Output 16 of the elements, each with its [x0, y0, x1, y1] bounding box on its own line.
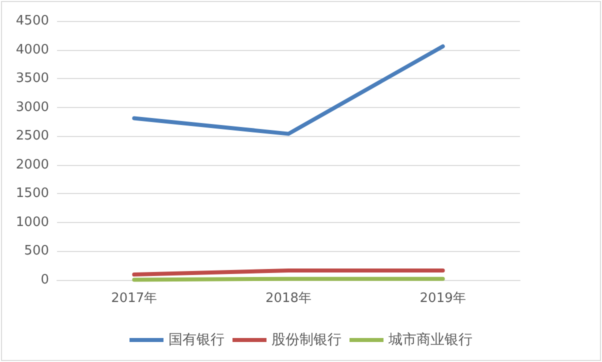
x-tick-label: 2018年 — [265, 291, 312, 306]
legend-label: 国有银行 — [168, 332, 224, 348]
y-tick-label: 2000 — [16, 157, 49, 172]
x-tick-label: 2017年 — [111, 291, 158, 306]
y-tick-label: 3500 — [16, 71, 49, 86]
y-tick-label: 3000 — [16, 100, 49, 115]
y-tick-label: 2500 — [16, 128, 49, 144]
y-tick-label: 0 — [40, 272, 49, 288]
y-tick-label: 1500 — [16, 186, 49, 202]
x-tick-label: 2019年 — [420, 291, 466, 306]
legend-label: 城市商业银行 — [388, 332, 472, 348]
legend-label: 股份制银行 — [272, 332, 342, 348]
y-tick-label: 4000 — [16, 42, 49, 58]
y-tick-label: 1000 — [16, 214, 49, 230]
y-tick-label: 500 — [24, 244, 49, 259]
y-tick-label: 4500 — [16, 14, 49, 28]
